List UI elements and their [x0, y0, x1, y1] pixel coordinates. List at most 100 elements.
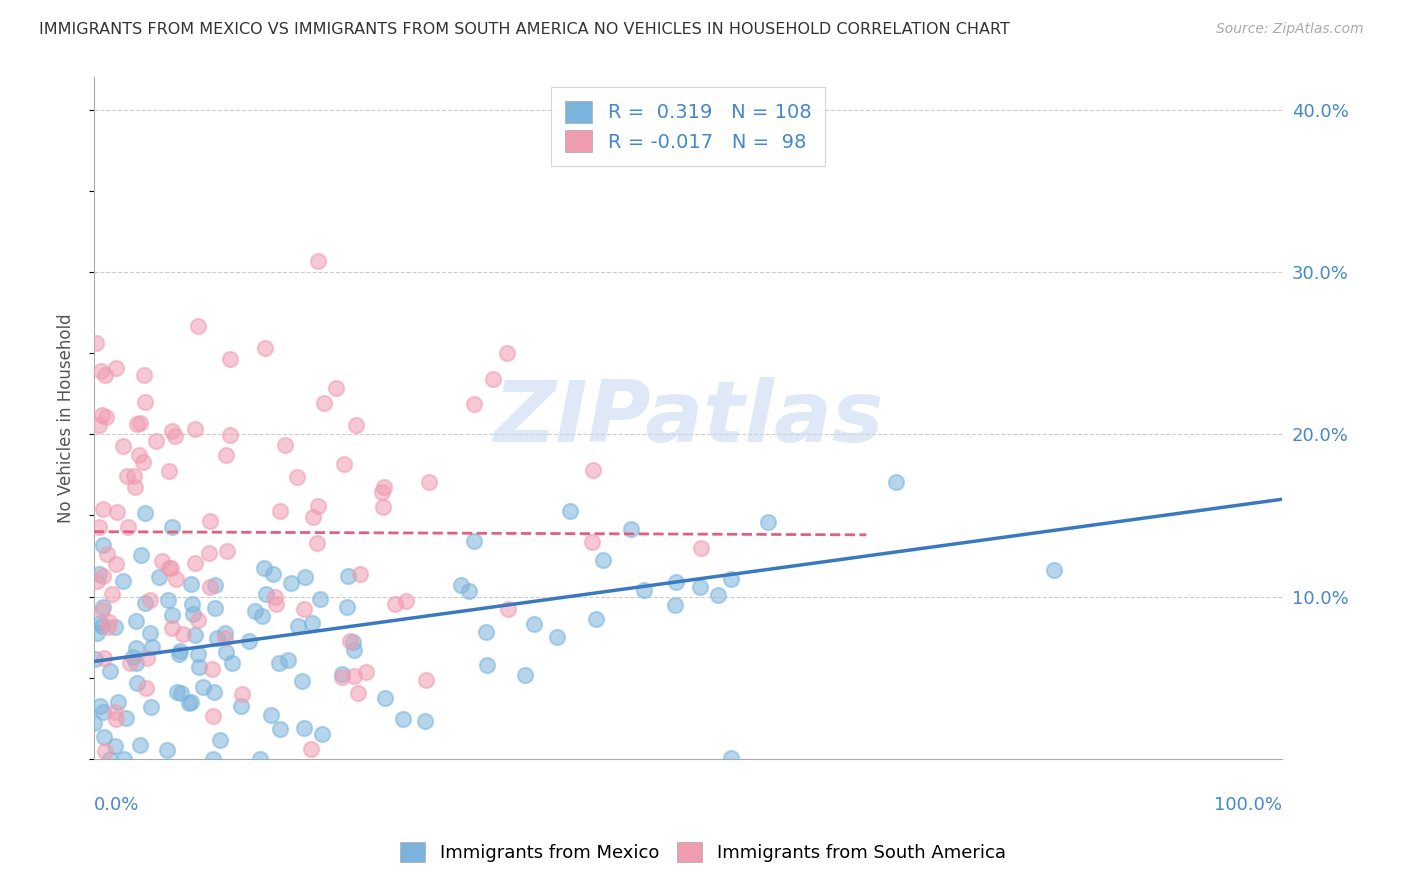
Point [122, 650, 145, 665]
Point [374, 691, 396, 706]
Point [413, 714, 436, 729]
Point [145, 434, 167, 448]
Point [134, 394, 156, 409]
Point [463, 533, 485, 548]
Point [94, 368, 117, 382]
Text: ZIPatlas: ZIPatlas [494, 376, 883, 459]
Point [160, 520, 183, 534]
Point [214, 631, 236, 645]
Point [129, 548, 152, 562]
Point [86, 574, 108, 588]
Point [496, 346, 519, 360]
Point [707, 588, 730, 602]
Point [307, 254, 329, 268]
Point [349, 567, 371, 582]
Point [157, 465, 180, 479]
Point [128, 448, 150, 462]
Point [134, 596, 156, 610]
Point [89, 615, 111, 630]
Point [884, 475, 907, 490]
Point [221, 656, 243, 670]
Point [290, 673, 312, 688]
Point [105, 505, 128, 519]
Point [104, 712, 127, 726]
Point [91, 538, 114, 552]
Legend: Immigrants from Mexico, Immigrants from South America: Immigrants from Mexico, Immigrants from … [392, 834, 1014, 870]
Point [336, 599, 359, 614]
Point [139, 626, 162, 640]
Point [215, 645, 238, 659]
Point [138, 592, 160, 607]
Point [165, 572, 187, 586]
Point [87, 417, 110, 432]
Point [141, 700, 163, 714]
Point [93, 744, 115, 758]
Point [332, 667, 354, 681]
Point [253, 341, 276, 355]
Point [86, 625, 108, 640]
Point [93, 651, 115, 665]
Text: IMMIGRANTS FROM MEXICO VS IMMIGRANTS FROM SOUTH AMERICA NO VEHICLES IN HOUSEHOLD: IMMIGRANTS FROM MEXICO VS IMMIGRANTS FRO… [39, 22, 1011, 37]
Point [136, 651, 159, 665]
Point [333, 458, 356, 472]
Point [180, 576, 202, 591]
Point [134, 506, 156, 520]
Point [252, 608, 274, 623]
Point [665, 574, 688, 589]
Point [167, 647, 190, 661]
Point [285, 470, 308, 484]
Point [97, 619, 120, 633]
Point [307, 500, 329, 514]
Point [160, 561, 183, 575]
Point [384, 597, 406, 611]
Point [180, 695, 202, 709]
Point [204, 601, 226, 615]
Point [477, 658, 499, 673]
Point [198, 514, 221, 528]
Point [219, 427, 242, 442]
Point [112, 752, 135, 766]
Point [305, 536, 328, 550]
Point [339, 634, 361, 648]
Point [253, 561, 276, 575]
Point [107, 696, 129, 710]
Point [115, 469, 138, 483]
Point [187, 319, 209, 334]
Point [87, 566, 110, 581]
Point [215, 544, 238, 558]
Point [337, 568, 360, 582]
Point [91, 599, 114, 614]
Point [112, 439, 135, 453]
Legend: R =  0.319   N = 108, R = -0.017   N =  98: R = 0.319 N = 108, R = -0.017 N = 98 [551, 87, 825, 166]
Point [204, 578, 226, 592]
Point [664, 598, 686, 612]
Point [231, 687, 253, 701]
Point [458, 584, 481, 599]
Text: 0.0%: 0.0% [94, 797, 139, 814]
Point [263, 590, 285, 604]
Point [163, 429, 186, 443]
Point [135, 681, 157, 695]
Point [259, 707, 281, 722]
Point [160, 621, 183, 635]
Point [238, 634, 260, 648]
Point [91, 501, 114, 516]
Point [620, 522, 643, 536]
Point [128, 416, 150, 430]
Point [277, 652, 299, 666]
Point [104, 739, 127, 754]
Point [371, 500, 394, 514]
Point [125, 417, 148, 432]
Point [633, 582, 655, 597]
Point [198, 581, 221, 595]
Point [97, 615, 120, 629]
Point [370, 485, 392, 500]
Point [90, 409, 112, 423]
Point [523, 617, 546, 632]
Point [160, 608, 183, 623]
Point [214, 626, 236, 640]
Point [280, 576, 302, 591]
Point [262, 566, 284, 581]
Point [91, 569, 114, 583]
Point [90, 603, 112, 617]
